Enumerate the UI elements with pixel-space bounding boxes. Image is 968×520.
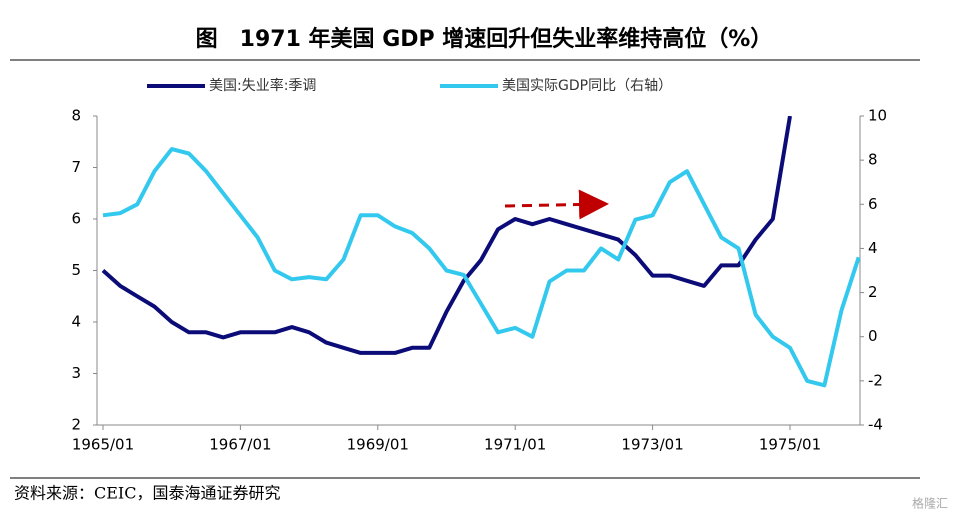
arrow bbox=[504, 189, 609, 220]
legend-label: 美国:失业率:季调 bbox=[209, 77, 316, 94]
line-series bbox=[101, 116, 792, 355]
y-tick-label: 2 bbox=[71, 416, 81, 434]
x-tick-label: 1973/01 bbox=[621, 436, 683, 454]
x-tick-label: 1969/01 bbox=[347, 436, 409, 454]
watermark: 格隆汇 bbox=[912, 496, 948, 511]
y2-tick-label: -2 bbox=[868, 371, 883, 389]
x-tick-label: 1965/01 bbox=[72, 436, 134, 454]
y-tick-label: 4 bbox=[71, 313, 81, 331]
x-tick-label: 1967/01 bbox=[209, 436, 271, 454]
y-tick-label: 5 bbox=[71, 261, 81, 279]
y2-tick-label: 2 bbox=[868, 283, 878, 301]
y2-tick-label: 10 bbox=[868, 107, 887, 125]
y-tick-label: 6 bbox=[71, 210, 81, 228]
plot-area bbox=[101, 116, 860, 388]
legend-label: 美国实际GDP同比（右轴） bbox=[502, 78, 672, 94]
y2-tick-label: -4 bbox=[868, 416, 883, 434]
y2-tick-label: 0 bbox=[868, 327, 878, 345]
x-tick-label: 1971/01 bbox=[484, 436, 546, 454]
y-tick-label: 7 bbox=[71, 158, 81, 176]
x-tick-label: 1975/01 bbox=[759, 436, 821, 454]
chart-title: 图 1971 年美国 GDP 增速回升但失业率维持高位（%） bbox=[196, 26, 773, 52]
line-series bbox=[102, 147, 860, 388]
y2-tick-label: 6 bbox=[868, 195, 878, 213]
y2-tick-label: 4 bbox=[868, 239, 878, 257]
y2-tick-label: 8 bbox=[868, 151, 878, 169]
y-tick-label: 8 bbox=[71, 107, 81, 125]
y-tick-label: 3 bbox=[71, 364, 81, 382]
source: 资料来源：CEIC，国泰海通证券研究 bbox=[14, 484, 281, 503]
